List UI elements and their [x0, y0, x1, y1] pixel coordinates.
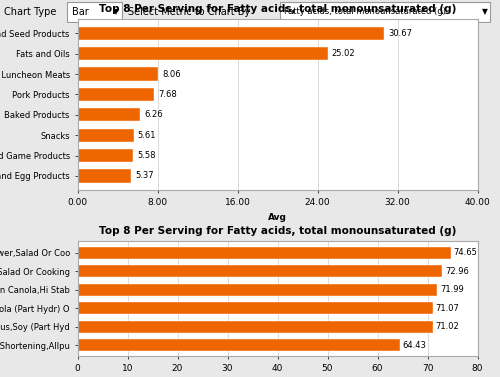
Text: 64.43: 64.43 [402, 340, 426, 349]
Text: 5.37: 5.37 [135, 172, 154, 181]
Text: 71.07: 71.07 [436, 303, 459, 313]
Text: 5.58: 5.58 [138, 151, 156, 160]
Text: 72.96: 72.96 [445, 267, 468, 276]
Text: ▼: ▼ [482, 7, 488, 16]
Text: 8.06: 8.06 [162, 69, 180, 78]
Bar [78, 129, 134, 142]
Bar [78, 265, 442, 277]
Bar [78, 47, 328, 60]
Bar [78, 320, 432, 333]
Bar [78, 67, 158, 81]
Text: 71.02: 71.02 [435, 322, 459, 331]
Text: 25.02: 25.02 [332, 49, 355, 58]
Title: Top 8 Per Serving for Fatty acids, total monounsaturated (g): Top 8 Per Serving for Fatty acids, total… [99, 226, 456, 236]
Text: 5.61: 5.61 [138, 131, 156, 140]
Bar [78, 339, 400, 351]
Bar [78, 247, 451, 259]
Bar [78, 302, 433, 314]
Bar [78, 108, 140, 121]
Text: Select Metric to Chart By: Select Metric to Chart By [128, 7, 250, 17]
Bar [78, 284, 438, 296]
FancyBboxPatch shape [280, 2, 490, 21]
Text: 7.68: 7.68 [158, 90, 177, 99]
Text: Bar: Bar [72, 7, 89, 17]
Bar [78, 149, 134, 162]
Text: Chart Type: Chart Type [4, 7, 57, 17]
Text: 71.99: 71.99 [440, 285, 464, 294]
Text: Fatty acids, total monounsaturated (g): Fatty acids, total monounsaturated (g) [284, 7, 446, 16]
Title: Top 8 Per Serving for Fatty acids, total monounsaturated (g): Top 8 Per Serving for Fatty acids, total… [99, 4, 456, 14]
Text: 30.67: 30.67 [388, 29, 412, 38]
FancyBboxPatch shape [67, 2, 122, 21]
Bar [78, 169, 131, 182]
X-axis label: Avg: Avg [268, 213, 287, 222]
Bar [78, 27, 384, 40]
Text: 6.26: 6.26 [144, 110, 163, 119]
Text: ▼: ▼ [113, 7, 119, 16]
Text: 74.65: 74.65 [454, 248, 477, 257]
Bar [78, 88, 154, 101]
